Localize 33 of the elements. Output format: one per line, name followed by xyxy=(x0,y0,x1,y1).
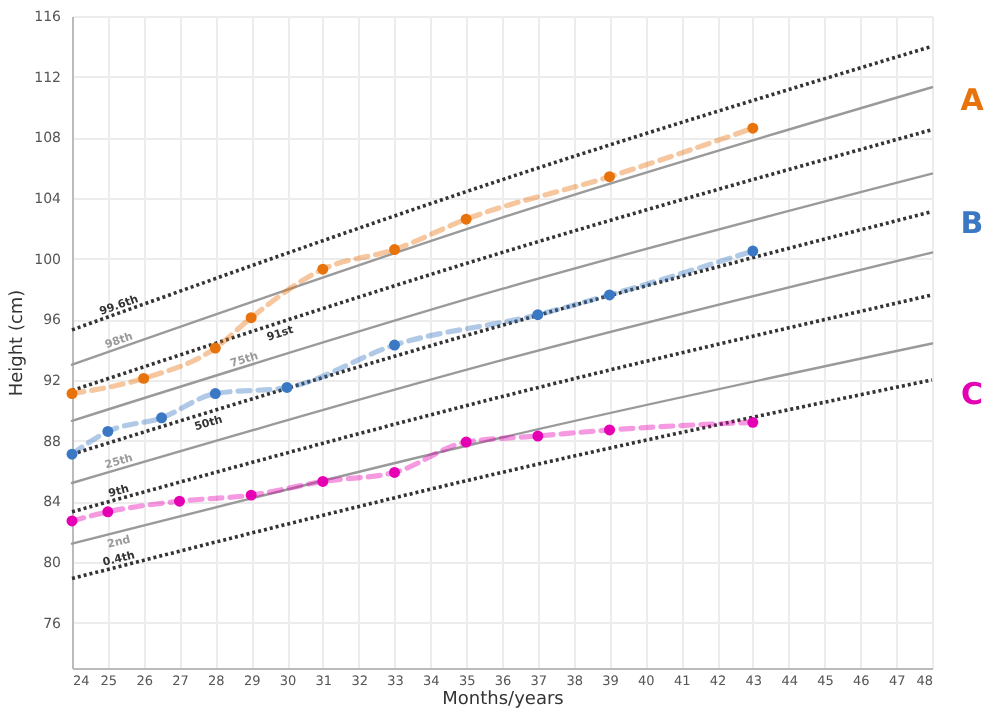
y-axis-title: Height (cm) xyxy=(8,289,29,397)
point xyxy=(281,382,293,393)
point xyxy=(747,122,759,134)
point xyxy=(66,388,78,400)
point xyxy=(389,244,400,255)
point xyxy=(209,388,221,400)
point xyxy=(747,416,759,428)
point xyxy=(102,506,114,518)
point xyxy=(389,466,400,478)
point xyxy=(604,289,615,301)
point xyxy=(532,309,544,321)
point xyxy=(156,412,168,424)
point xyxy=(460,213,472,225)
point xyxy=(66,515,78,527)
point xyxy=(138,372,150,384)
point xyxy=(389,339,400,351)
point xyxy=(174,495,185,507)
x-axis-title: Months/years xyxy=(442,690,565,710)
point xyxy=(317,263,329,275)
point xyxy=(604,171,615,183)
text: A xyxy=(960,82,985,119)
point xyxy=(245,489,257,501)
point xyxy=(317,476,329,487)
point xyxy=(604,424,615,436)
point xyxy=(66,448,78,460)
point xyxy=(747,245,759,257)
point xyxy=(102,425,114,437)
point xyxy=(209,342,221,354)
point xyxy=(460,436,472,448)
text: B xyxy=(960,205,984,242)
point xyxy=(245,312,257,324)
point xyxy=(532,430,544,442)
text: C xyxy=(960,376,984,413)
